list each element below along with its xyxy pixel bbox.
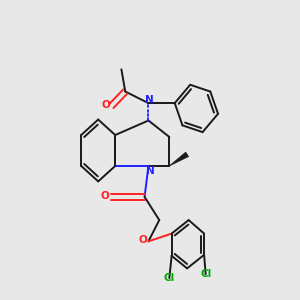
Text: Cl: Cl — [164, 273, 175, 283]
Polygon shape — [169, 152, 188, 166]
Text: Cl: Cl — [200, 269, 211, 279]
Text: O: O — [138, 235, 147, 245]
Text: N: N — [145, 95, 154, 105]
Text: O: O — [100, 191, 109, 201]
Text: N: N — [146, 166, 154, 176]
Text: O: O — [101, 100, 110, 110]
